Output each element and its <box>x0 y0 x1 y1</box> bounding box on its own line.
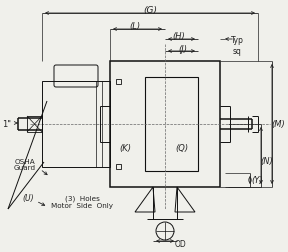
Text: (L): (L) <box>129 21 141 30</box>
Text: (G): (G) <box>143 6 157 14</box>
Text: (Q): (Q) <box>175 143 189 152</box>
Text: (M): (M) <box>271 120 285 129</box>
Bar <box>116 164 121 169</box>
Text: (U): (U) <box>22 193 34 202</box>
Text: (H): (H) <box>173 32 185 40</box>
Text: sq: sq <box>233 46 241 55</box>
Text: (N): (N) <box>261 156 273 165</box>
Bar <box>110 62 220 187</box>
Bar <box>116 80 121 85</box>
Text: Typ: Typ <box>231 35 243 44</box>
Text: 1": 1" <box>3 119 12 128</box>
Text: (J): (J) <box>179 44 187 53</box>
Text: (3)  Holes
Motor  Side  Only: (3) Holes Motor Side Only <box>51 195 113 208</box>
Bar <box>42 82 110 167</box>
Text: (Y): (Y) <box>251 176 263 185</box>
Text: OD: OD <box>175 240 187 248</box>
Text: OSHA
Guard: OSHA Guard <box>14 158 36 171</box>
Text: (K): (K) <box>119 143 131 152</box>
Bar <box>27 116 42 133</box>
Bar <box>145 78 198 171</box>
